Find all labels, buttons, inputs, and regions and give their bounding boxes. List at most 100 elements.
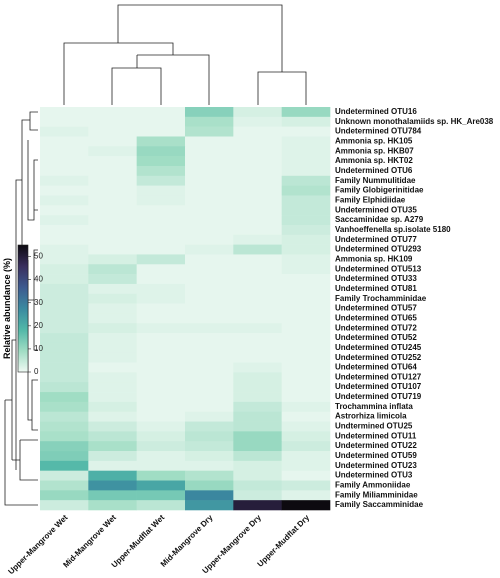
heatmap-cell: [233, 382, 282, 393]
heatmap-cell: [281, 234, 331, 245]
row-label: Vanhoeffenella sp.isolate 5180: [335, 225, 451, 234]
heatmap-cell: [281, 451, 331, 462]
heatmap-cell: [88, 303, 137, 314]
heatmap-cell: [233, 451, 282, 462]
heatmap-cell: [40, 274, 89, 285]
heatmap-cell: [233, 126, 282, 137]
heatmap-cell: [88, 175, 137, 186]
heatmap-cell: [233, 352, 282, 363]
heatmap-cell: [40, 234, 89, 245]
heatmap-cell: [281, 195, 331, 206]
heatmap-cell: [88, 500, 137, 511]
heatmap-cell: [40, 500, 89, 511]
heatmap-cell: [88, 165, 137, 177]
heatmap-cell: [185, 215, 234, 226]
heatmap-cell: [281, 303, 331, 314]
row-label: Undetermined OTU64: [335, 363, 417, 372]
heatmap-cell: [185, 431, 234, 442]
heatmap-cell: [136, 323, 186, 334]
heatmap-cell: [40, 451, 89, 462]
heatmap-cell: [281, 116, 331, 127]
heatmap-cell: [40, 165, 89, 177]
heatmap-cell: [136, 116, 186, 127]
heatmap-cell: [40, 303, 89, 314]
heatmap-cell: [88, 480, 137, 491]
heatmap-cell: [233, 480, 282, 491]
heatmap-cell: [136, 352, 186, 363]
row-label: Undetermined OTU59: [335, 451, 417, 460]
colorbar-tick-label: 30: [34, 298, 43, 307]
heatmap-cell: [185, 293, 234, 304]
row-label: Undetermined OTU35: [335, 205, 417, 214]
heatmap-cell: [281, 146, 331, 157]
heatmap-cell: [40, 244, 89, 255]
heatmap-cell: [281, 480, 331, 491]
row-label: Family Ammoniidae: [335, 481, 411, 490]
heatmap-cell: [233, 264, 282, 275]
heatmap-cell: [136, 480, 186, 491]
row-label: Undetermined OTU513: [335, 264, 422, 273]
heatmap-cell: [185, 352, 234, 363]
heatmap-cell: [88, 107, 137, 118]
heatmap-cell: [281, 205, 331, 216]
heatmap-cell: [281, 313, 331, 324]
heatmap-cell: [88, 185, 137, 196]
heatmap-cell: [136, 372, 186, 383]
heatmap-cell: [185, 254, 234, 265]
heatmap-cell: [233, 274, 282, 285]
heatmap-cell: [40, 480, 89, 491]
column-label: Mid-Mangrove Wet: [61, 513, 118, 570]
heatmap-cell: [233, 234, 282, 245]
heatmap-cell: [281, 156, 331, 167]
row-label: Undetermined OTU3: [335, 471, 413, 480]
row-label: Undetermined OTU6: [335, 166, 413, 175]
heatmap-cell: [185, 303, 234, 314]
heatmap-cell: [185, 392, 234, 403]
heatmap-cell: [88, 342, 137, 354]
heatmap-cell: [136, 490, 186, 501]
heatmap-cell: [185, 500, 234, 511]
heatmap-cell: [88, 264, 137, 275]
heatmap-cell: [40, 195, 89, 206]
row-label: Ammonia sp. HK109: [335, 254, 413, 263]
heatmap-cell: [281, 126, 331, 137]
heatmap-cell: [281, 382, 331, 393]
heatmap-cell: [40, 264, 89, 275]
heatmap-cell: [233, 205, 282, 216]
heatmap-cell: [88, 352, 137, 363]
heatmap-cell: [185, 451, 234, 462]
heatmap-cell: [233, 470, 282, 481]
row-label: Undetermined OTU293: [335, 245, 422, 254]
heatmap-cell: [185, 195, 234, 206]
heatmap-cell: [185, 107, 234, 118]
heatmap-cell: [233, 392, 282, 403]
heatmap-cell: [88, 451, 137, 462]
row-label: Undetermined OTU127: [335, 372, 422, 381]
heatmap-cell: [233, 136, 282, 147]
row-label: Undetermined OTU107: [335, 382, 422, 391]
heatmap-cell: [136, 500, 186, 511]
heatmap-cell: [185, 126, 234, 137]
heatmap-cell: [233, 244, 282, 255]
heatmap-cell: [136, 411, 186, 422]
heatmap-cell: [185, 372, 234, 383]
colorbar-tick-label: 10: [34, 344, 43, 353]
heatmap-cell: [88, 136, 137, 147]
row-label: Undetermined OTU784: [335, 127, 422, 136]
colorbar-tick-label: 40: [34, 275, 43, 284]
heatmap-cell: [88, 274, 137, 285]
heatmap-cell: [136, 401, 186, 413]
heatmap-cell: [281, 185, 331, 196]
row-label: Undetermined OTU23: [335, 461, 417, 470]
heatmap-cell: [136, 234, 186, 245]
heatmap-cell: [136, 274, 186, 285]
heatmap-cell: [88, 224, 137, 236]
heatmap-cell: [281, 323, 331, 334]
row-label: Ammonia sp. HKT02: [335, 156, 413, 165]
heatmap-cell: [88, 254, 137, 265]
row-label: Undetermined OTU33: [335, 274, 417, 283]
row-label: Unknown monothalamiids sp. HK_Are038: [335, 117, 494, 126]
heatmap-cell: [185, 283, 234, 295]
heatmap-cell: [136, 254, 186, 265]
heatmap-cell: [233, 107, 282, 118]
